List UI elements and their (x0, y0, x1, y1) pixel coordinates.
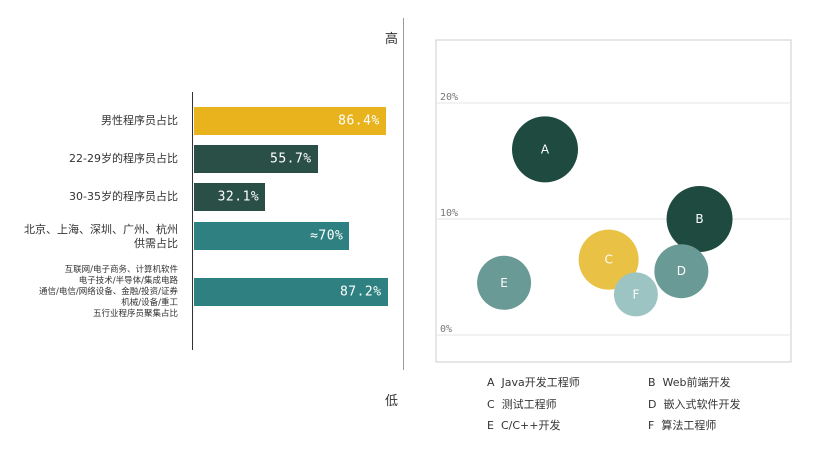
bar-value-age-30-35: 32.1% (217, 189, 260, 205)
legend-item-a: A Java开发工程师 (487, 374, 580, 390)
bar-label-male: 男性程序员占比 (101, 114, 178, 127)
bubble-label-e: E (500, 276, 508, 290)
bubble-c (578, 229, 639, 290)
bar-value-industries: 87.2% (339, 284, 382, 300)
bar-label-industries: 互联网/电子商务、计算机软件 电子技术/半导体/集成电路 通信/电信/网络设备、… (39, 265, 178, 319)
legend-name-d: 嵌入式软件开发 (663, 398, 741, 411)
legend-item-b: B Web前端开发 (648, 374, 731, 390)
bubble-chart-points: A B C D E F (477, 116, 733, 317)
bubble-e (477, 255, 532, 310)
y-tick-label: 20% (440, 92, 458, 103)
bubble-label-d: D (677, 264, 686, 278)
bar-male: 86.4% (194, 107, 386, 135)
legend-item-f: F 算法工程师 (648, 417, 716, 433)
bubble-label-f: F (632, 287, 639, 301)
bubble-label-c: C (604, 253, 612, 267)
bar-label-age-22-29: 22-29岁的程序员占比 (69, 152, 178, 165)
scale-low-label: 低 (385, 394, 399, 409)
bar-cities: ≈70% (194, 222, 350, 250)
legend-key-a: A (487, 376, 495, 389)
bar-value-age-22-29: 55.7% (270, 151, 312, 167)
legend-name-f: 算法工程师 (661, 419, 717, 432)
scale-high-label: 高 (385, 32, 399, 47)
bar-value-male: 86.4% (338, 113, 380, 129)
bar-age-22-29: 55.7% (194, 145, 318, 173)
legend-key-f: F (648, 419, 655, 432)
bar-industries: 87.2% (194, 278, 388, 306)
legend-key-e: E (487, 419, 494, 432)
bubble-b (666, 186, 733, 252)
legend-key-c: C (487, 398, 495, 411)
legend-item-c: C 测试工程师 (487, 396, 557, 412)
bar-chart: 男性程序员占比 86.4% 22-29岁的程序员占比 55.7% 30-35岁的… (0, 0, 400, 451)
bar-age-30-35: 32.1% (194, 183, 266, 211)
scale-divider (403, 18, 404, 370)
bubble-chart-frame (435, 39, 792, 363)
legend-name-a: Java开发工程师 (501, 376, 580, 389)
legend-item-d: D 嵌入式软件开发 (648, 396, 740, 412)
bar-label-cities: 北京、上海、深圳、广州、杭州 供需占比 (24, 223, 178, 250)
bar-label-age-30-35: 30-35岁的程序员占比 (69, 190, 178, 203)
legend-name-b: Web前端开发 (662, 376, 731, 389)
legend-key-b: B (648, 376, 656, 389)
legend-name-c: 测试工程师 (501, 398, 557, 411)
legend-item-e: E C/C++开发 (487, 417, 560, 433)
bubble-label-b: B (695, 212, 703, 226)
y-tick-label: 10% (440, 208, 458, 219)
bar-value-cities: ≈70% (310, 228, 344, 244)
bubble-f (613, 272, 658, 317)
y-tick-label: 0% (440, 324, 452, 335)
bubble-a (512, 116, 578, 183)
bubble-d (654, 244, 709, 299)
bar-chart-axis (192, 92, 193, 350)
legend-key-d: D (648, 398, 657, 411)
legend-name-e: C/C++开发 (500, 419, 561, 432)
bubble-label-a: A (541, 142, 550, 156)
